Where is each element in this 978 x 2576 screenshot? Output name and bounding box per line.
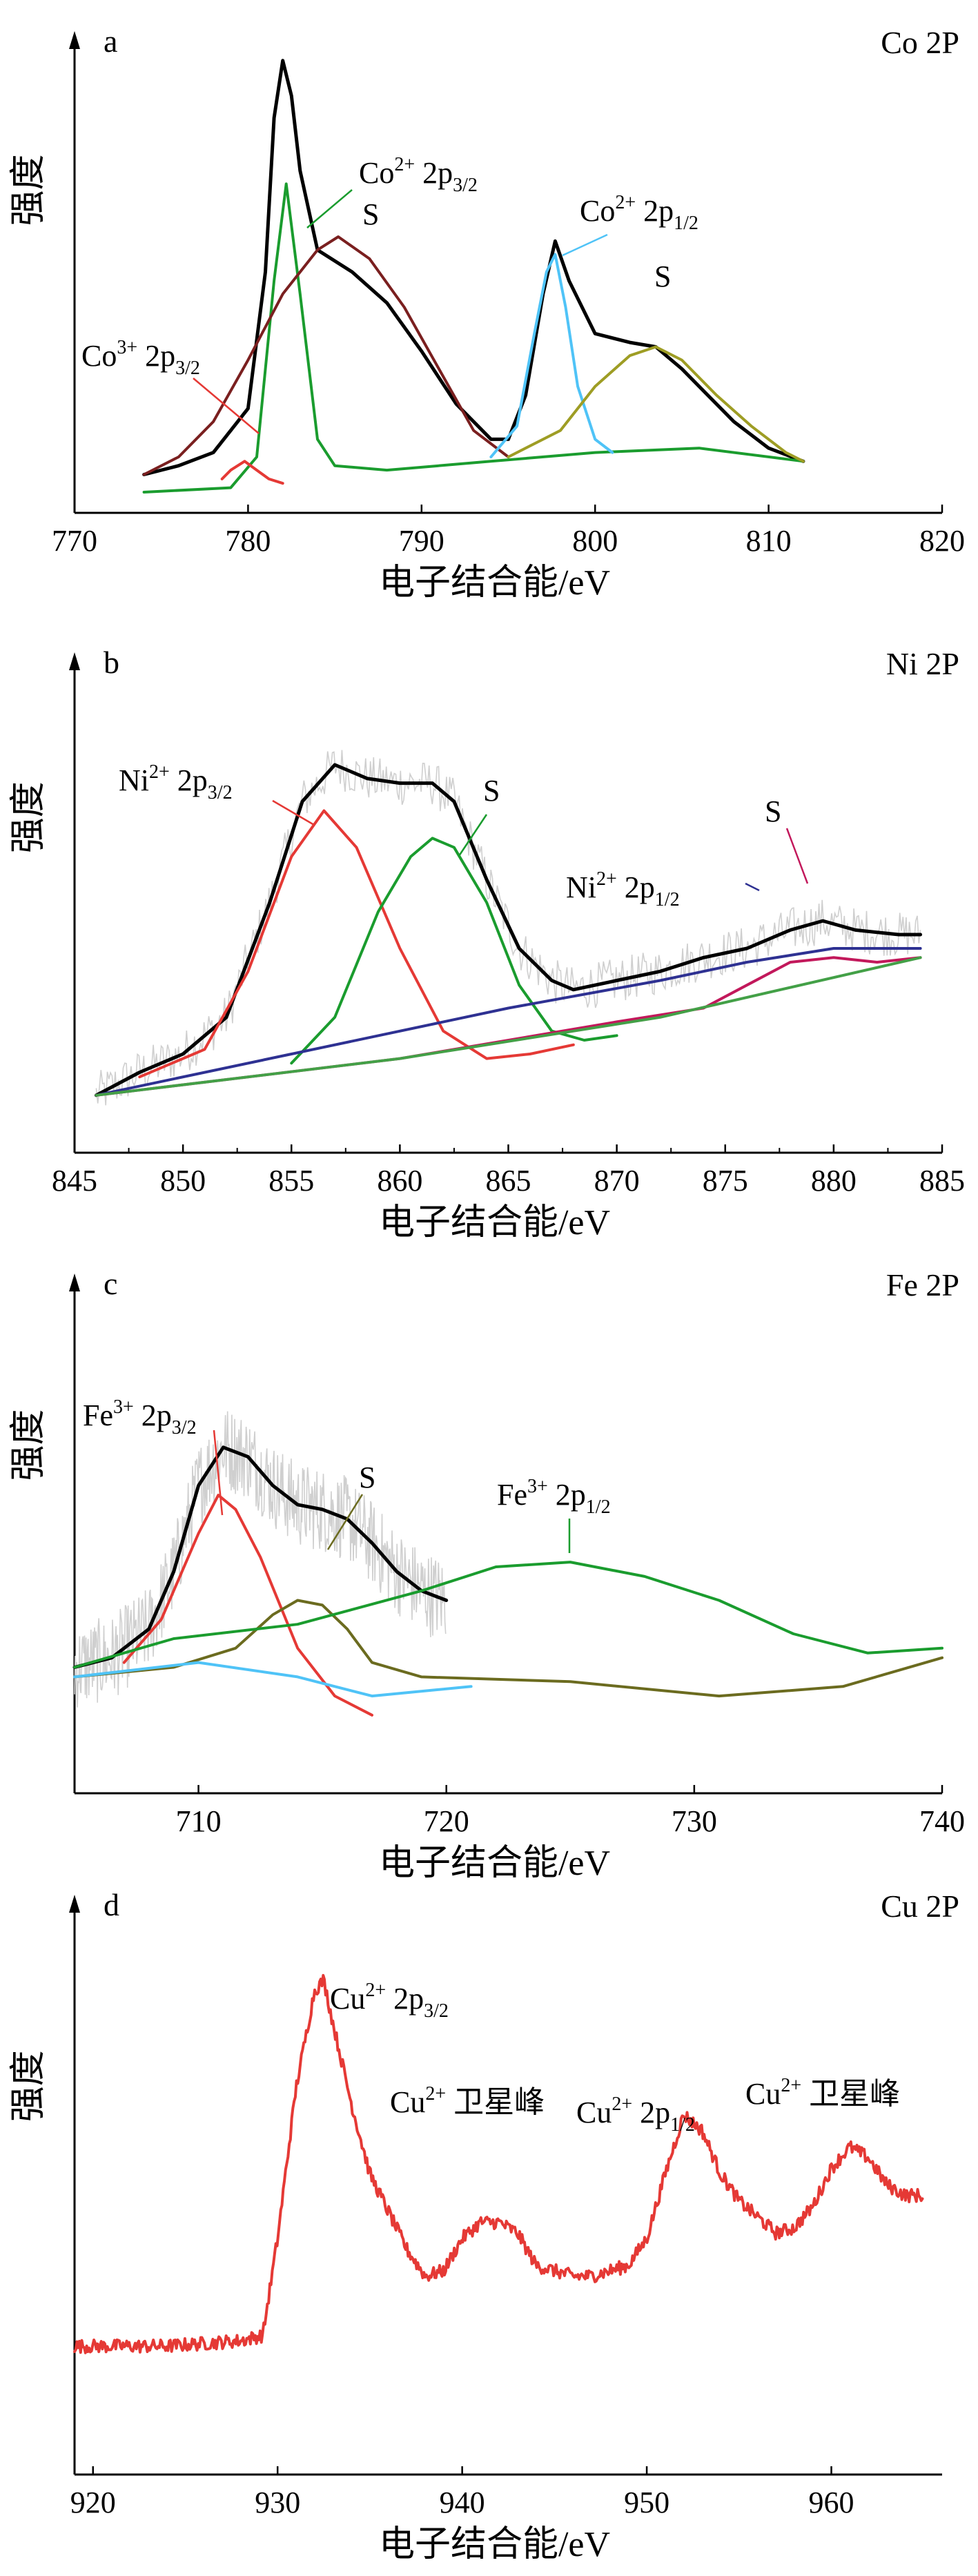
peak-annotation: S [765,794,781,828]
panel-letter: d [104,1887,119,1922]
panel-letter: a [104,23,117,59]
y-axis-title: 强度 [9,2050,48,2122]
series-line-1 [94,763,923,1097]
annotation-leader-line [306,189,353,228]
x-tick-label: 885 [919,1164,965,1198]
series-line-2 [142,182,805,494]
panel-letter: c [104,1266,117,1301]
peak-annotation: Fe3+ 2p1/2 [497,1476,611,1518]
x-tick-label: 820 [919,524,965,558]
element-label: Co 2P [881,25,959,60]
x-tick-label: 865 [486,1164,531,1198]
x-tick-label: 790 [399,524,444,558]
panel-letter: b [104,645,119,680]
peak-annotation: Co3+ 2p3/2 [81,337,200,379]
panel-b: 845 850 855 860 865 870 875 880 885 b Ni 2P 电子结合能/e… [9,645,965,1242]
annotation-leader-line [326,1494,364,1550]
annotation-leader-line [745,882,760,892]
panel-a: 770 780 790 800 810 820 a Co 2P 电子结合能/eV 强度 Co2+ 2… [9,23,965,603]
y-axis-title: 强度 [9,154,48,226]
peak-annotation: Co2+ 2p1/2 [580,192,698,234]
x-tick-label: 845 [52,1164,97,1198]
peak-annotation: Cu2+ 卫星峰 [390,2083,545,2119]
x-tick-label: 875 [703,1164,748,1198]
series-line-4 [95,947,922,1097]
annotation-leader-line [458,814,488,857]
series-line-6 [507,345,805,463]
x-tick-label: 880 [811,1164,857,1198]
series-line-6 [95,956,922,1097]
x-axis-title: 电子结合能/eV [379,1203,610,1242]
y-axis-arrow-icon [69,1895,80,1913]
peak-annotation: Cu2+ 卫星峰 [745,2075,900,2111]
x-axis-title: 电子结合能/eV [379,2525,610,2564]
series-line-1 [72,1445,449,1669]
peak-annotation: S [362,197,379,231]
peak-annotation: Cu2+ 2p1/2 [576,2094,695,2136]
peak-annotation: Cu2+ 2p3/2 [330,1980,449,2022]
series-line-5 [95,956,922,1097]
series-line-5 [73,1561,943,1669]
x-tick-label: 920 [70,2486,116,2519]
element-label: Cu 2P [881,1889,959,1924]
x-tick-label: 860 [377,1164,422,1198]
annotation-leader-line [562,233,608,257]
annotation-leader-line [785,828,809,884]
peak-annotation: S [359,1461,375,1494]
x-tick-label: 960 [809,2486,854,2519]
x-tick-label: 780 [225,524,271,558]
x-tick-label: 940 [440,2486,485,2519]
x-axis-title: 电子结合能/eV [379,563,610,603]
annotation-leader-line [272,799,315,826]
series-line-4 [220,460,284,485]
x-tick-label: 770 [52,524,97,558]
peak-annotation: S [483,774,500,808]
x-tick-label: 850 [160,1164,206,1198]
raw-spectrum [74,1411,447,1708]
peak-annotation: Fe3+ 2p3/2 [83,1396,197,1438]
y-axis-arrow-icon [69,652,80,670]
x-tick-label: 810 [746,524,792,558]
series-line-2 [138,809,575,1079]
x-tick-label: 855 [268,1164,314,1198]
annotation-leader-line [193,378,260,434]
y-axis-title: 强度 [9,1409,48,1481]
y-axis-title: 强度 [9,781,48,853]
element-label: Fe 2P [886,1267,959,1302]
element-label: Ni 2P [886,646,959,681]
series-line-3 [142,235,510,476]
series-line-3 [73,1599,943,1698]
x-tick-label: 870 [594,1164,640,1198]
peak-annotation: Ni2+ 2p1/2 [566,868,680,910]
panel-c: 710 720 730 740 c Fe 2P 电子结合能/eV 强度 Fe3+ 2p3/2 S F… [9,1266,965,1883]
y-axis-arrow-icon [69,31,80,49]
y-axis-arrow-icon [69,1274,80,1291]
x-tick-label: 710 [176,1804,222,1838]
x-tick-label: 800 [572,524,618,558]
series-line-2 [122,1494,373,1717]
x-tick-label: 720 [424,1804,469,1838]
x-axis-title: 电子结合能/eV [379,1844,610,1883]
x-tick-label: 740 [919,1804,965,1838]
annotation-leader-line [213,1430,224,1516]
series-line-1 [73,1973,924,2354]
peak-annotation: Co2+ 2p3/2 [359,154,478,196]
series-line-4 [73,1661,473,1698]
peak-annotation: S [654,260,671,293]
panel-d: 920 930 940 950 960 d Cu 2P 电子结合能/eV 强度 Cu2+ 2p3/… [9,1887,959,2564]
peak-annotation: Ni2+ 2p3/2 [119,761,233,803]
series-line-5 [489,253,614,458]
x-tick-label: 730 [672,1804,717,1838]
series-line-1 [142,59,805,476]
x-tick-label: 930 [255,2486,300,2519]
x-tick-label: 950 [624,2486,669,2519]
